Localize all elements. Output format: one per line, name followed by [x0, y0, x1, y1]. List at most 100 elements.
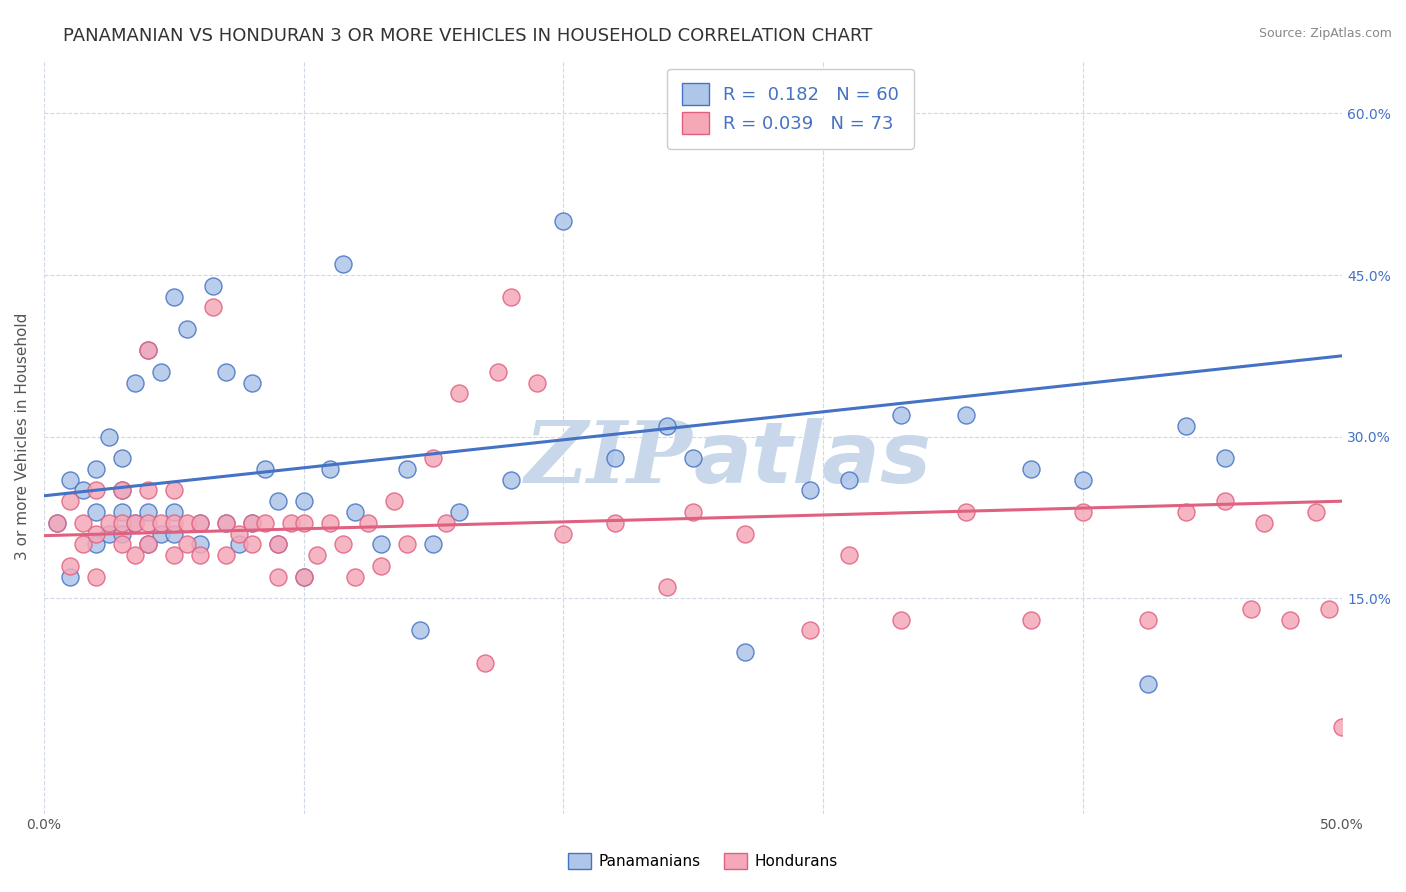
Point: [124, 516, 146, 530]
Point: [318, 516, 340, 530]
Point: [97, 516, 120, 530]
Point: [59, 473, 82, 487]
Point: [682, 505, 704, 519]
Point: [201, 301, 224, 315]
Point: [422, 451, 444, 466]
Point: [163, 548, 186, 562]
Point: [149, 365, 172, 379]
Point: [422, 537, 444, 551]
Point: [124, 548, 146, 562]
Point: [45, 516, 67, 530]
Point: [734, 645, 756, 659]
Point: [838, 473, 860, 487]
Point: [111, 526, 134, 541]
Point: [396, 537, 419, 551]
Point: [214, 516, 236, 530]
Point: [1019, 613, 1042, 627]
Point: [955, 505, 977, 519]
Point: [176, 537, 198, 551]
Point: [1253, 516, 1275, 530]
Point: [1136, 677, 1159, 691]
Point: [1175, 505, 1198, 519]
Point: [111, 451, 134, 466]
Point: [682, 451, 704, 466]
Point: [228, 537, 250, 551]
Text: PANAMANIAN VS HONDURAN 3 OR MORE VEHICLES IN HOUSEHOLD CORRELATION CHART: PANAMANIAN VS HONDURAN 3 OR MORE VEHICLE…: [63, 27, 873, 45]
Point: [124, 516, 146, 530]
Point: [97, 526, 120, 541]
Point: [655, 580, 678, 594]
Point: [1071, 505, 1094, 519]
Point: [838, 548, 860, 562]
Point: [111, 505, 134, 519]
Point: [149, 526, 172, 541]
Point: [1071, 473, 1094, 487]
Text: atlas: atlas: [693, 417, 931, 500]
Text: ZIP: ZIP: [526, 417, 693, 501]
Point: [214, 548, 236, 562]
Point: [188, 516, 211, 530]
Point: [344, 505, 367, 519]
Point: [501, 473, 523, 487]
Point: [136, 537, 159, 551]
Point: [449, 386, 471, 401]
Point: [799, 624, 821, 638]
Point: [124, 376, 146, 390]
Point: [1240, 602, 1263, 616]
Point: [292, 516, 315, 530]
Point: [228, 526, 250, 541]
Point: [1279, 613, 1302, 627]
Point: [84, 505, 107, 519]
Point: [409, 624, 432, 638]
Point: [214, 365, 236, 379]
Point: [501, 289, 523, 303]
Point: [240, 537, 263, 551]
Point: [1136, 613, 1159, 627]
Point: [266, 537, 288, 551]
Point: [1175, 418, 1198, 433]
Point: [266, 569, 288, 583]
Point: [370, 537, 392, 551]
Point: [84, 537, 107, 551]
Point: [72, 516, 94, 530]
Point: [176, 516, 198, 530]
Point: [136, 505, 159, 519]
Point: [553, 526, 575, 541]
Point: [136, 537, 159, 551]
Point: [292, 569, 315, 583]
Point: [136, 343, 159, 358]
Point: [163, 516, 186, 530]
Point: [240, 516, 263, 530]
Point: [292, 494, 315, 508]
Point: [292, 569, 315, 583]
Point: [605, 516, 627, 530]
Point: [253, 462, 276, 476]
Point: [163, 289, 186, 303]
Point: [240, 516, 263, 530]
Point: [163, 505, 186, 519]
Point: [163, 526, 186, 541]
Point: [890, 613, 912, 627]
Point: [266, 537, 288, 551]
Point: [1215, 494, 1237, 508]
Point: [240, 376, 263, 390]
Point: [396, 462, 419, 476]
Point: [188, 516, 211, 530]
Point: [526, 376, 548, 390]
Point: [655, 418, 678, 433]
Point: [799, 483, 821, 498]
Point: [1019, 462, 1042, 476]
Point: [474, 656, 496, 670]
Point: [370, 558, 392, 573]
Y-axis label: 3 or more Vehicles in Household: 3 or more Vehicles in Household: [15, 313, 30, 560]
Point: [188, 537, 211, 551]
Point: [149, 516, 172, 530]
Point: [434, 516, 457, 530]
Point: [59, 558, 82, 573]
Point: [72, 483, 94, 498]
Point: [305, 548, 328, 562]
Point: [344, 569, 367, 583]
Point: [97, 429, 120, 443]
Point: [332, 537, 354, 551]
Point: [734, 526, 756, 541]
